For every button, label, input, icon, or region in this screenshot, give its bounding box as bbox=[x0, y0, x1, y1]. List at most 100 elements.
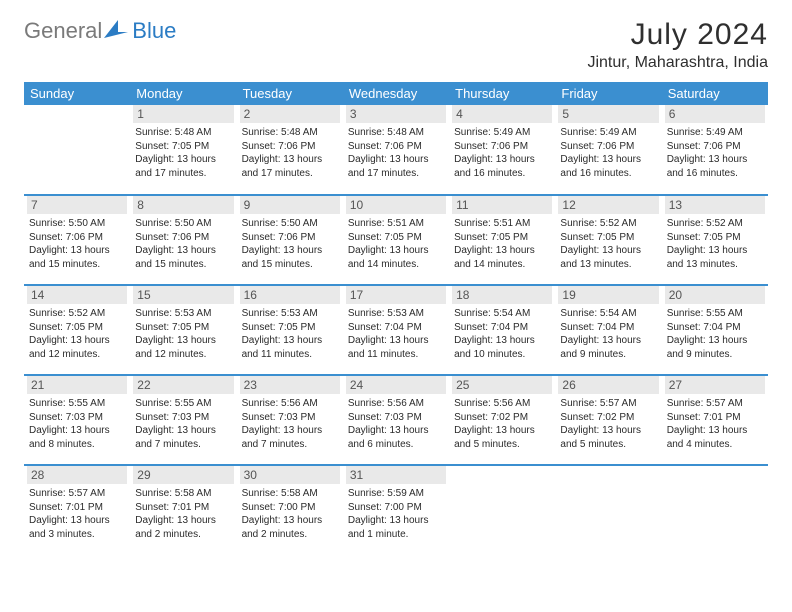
calendar-day-cell: 17 Sunrise: 5:53 AMSunset: 7:04 PMDayligh… bbox=[343, 285, 449, 375]
calendar-table: SundayMondayTuesdayWednesdayThursdayFrid… bbox=[24, 82, 768, 555]
calendar-day-cell: 19 Sunrise: 5:54 AMSunset: 7:04 PMDayligh… bbox=[555, 285, 661, 375]
calendar-day-cell: 13 Sunrise: 5:52 AMSunset: 7:05 PMDayligh… bbox=[662, 195, 768, 285]
day-number: 22 bbox=[133, 376, 233, 394]
calendar-day-cell: 28 Sunrise: 5:57 AMSunset: 7:01 PMDayligh… bbox=[24, 465, 130, 555]
day-number: 29 bbox=[133, 466, 233, 484]
day-number: 27 bbox=[665, 376, 765, 394]
calendar-week: 14 Sunrise: 5:52 AMSunset: 7:05 PMDayligh… bbox=[24, 285, 768, 375]
calendar-day-cell: 20Sunrise: 5:55 AMSunset: 7:04 PMDayligh… bbox=[662, 285, 768, 375]
location: Jintur, Maharashtra, India bbox=[587, 54, 768, 72]
day-info: Sunrise: 5:58 AMSunset: 7:01 PMDaylight:… bbox=[133, 487, 233, 541]
day-number: 31 bbox=[346, 466, 446, 484]
day-info: Sunrise: 5:51 AMSunset: 7:05 PMDaylight:… bbox=[452, 217, 552, 271]
calendar-day-cell: 14 Sunrise: 5:52 AMSunset: 7:05 PMDayligh… bbox=[24, 285, 130, 375]
calendar-day-cell: 3Sunrise: 5:48 AMSunset: 7:06 PMDaylight… bbox=[343, 105, 449, 195]
day-number: 16 bbox=[240, 286, 340, 304]
calendar-day-cell: 16 Sunrise: 5:53 AMSunset: 7:05 PMDayligh… bbox=[237, 285, 343, 375]
day-info: Sunrise: 5:57 AMSunset: 7:02 PMDaylight:… bbox=[558, 397, 658, 451]
day-number: 8 bbox=[133, 196, 233, 214]
calendar-day-cell: 29 Sunrise: 5:58 AMSunset: 7:01 PMDayligh… bbox=[130, 465, 236, 555]
calendar-day-cell: 30 Sunrise: 5:58 AMSunset: 7:00 PMDayligh… bbox=[237, 465, 343, 555]
day-number: 17 bbox=[346, 286, 446, 304]
calendar-day-cell: 4 Sunrise: 5:49 AMSunset: 7:06 PMDaylight… bbox=[449, 105, 555, 195]
day-info: Sunrise: 5:56 AMSunset: 7:03 PMDaylight:… bbox=[346, 397, 446, 451]
calendar-day-cell: 31 Sunrise: 5:59 AMSunset: 7:00 PMDayligh… bbox=[343, 465, 449, 555]
month-title: July 2024 bbox=[587, 18, 768, 52]
day-header: Tuesday bbox=[237, 82, 343, 105]
day-info: Sunrise: 5:48 AMSunset: 7:05 PMDaylight:… bbox=[133, 126, 233, 180]
day-info: Sunrise: 5:55 AMSunset: 7:04 PMDaylight:… bbox=[665, 307, 765, 361]
day-info: Sunrise: 5:50 AMSunset: 7:06 PMDaylight:… bbox=[27, 217, 127, 271]
day-header: Saturday bbox=[662, 82, 768, 105]
day-number: 4 bbox=[452, 105, 552, 123]
day-info: Sunrise: 5:52 AMSunset: 7:05 PMDaylight:… bbox=[665, 217, 765, 271]
day-info: Sunrise: 5:56 AMSunset: 7:03 PMDaylight:… bbox=[240, 397, 340, 451]
day-info: Sunrise: 5:54 AMSunset: 7:04 PMDaylight:… bbox=[558, 307, 658, 361]
calendar-day-cell bbox=[24, 105, 130, 195]
calendar-day-cell: 24Sunrise: 5:56 AMSunset: 7:03 PMDayligh… bbox=[343, 375, 449, 465]
day-info: Sunrise: 5:50 AMSunset: 7:06 PMDaylight:… bbox=[240, 217, 340, 271]
day-number: 3 bbox=[346, 105, 446, 123]
day-info: Sunrise: 5:52 AMSunset: 7:05 PMDaylight:… bbox=[558, 217, 658, 271]
calendar-body: 1 Sunrise: 5:48 AMSunset: 7:05 PMDaylight… bbox=[24, 105, 768, 555]
day-info: Sunrise: 5:48 AMSunset: 7:06 PMDaylight:… bbox=[240, 126, 340, 180]
day-number: 9 bbox=[240, 196, 340, 214]
day-number: 14 bbox=[27, 286, 127, 304]
day-number: 12 bbox=[558, 196, 658, 214]
calendar-day-cell: 26Sunrise: 5:57 AMSunset: 7:02 PMDayligh… bbox=[555, 375, 661, 465]
calendar-day-cell: 8 Sunrise: 5:50 AMSunset: 7:06 PMDaylight… bbox=[130, 195, 236, 285]
day-number: 25 bbox=[452, 376, 552, 394]
calendar-header-row: SundayMondayTuesdayWednesdayThursdayFrid… bbox=[24, 82, 768, 105]
day-number: 21 bbox=[27, 376, 127, 394]
calendar-day-cell: 27 Sunrise: 5:57 AMSunset: 7:01 PMDayligh… bbox=[662, 375, 768, 465]
day-number: 6 bbox=[665, 105, 765, 123]
day-info: Sunrise: 5:59 AMSunset: 7:00 PMDaylight:… bbox=[346, 487, 446, 541]
day-header: Wednesday bbox=[343, 82, 449, 105]
day-info: Sunrise: 5:49 AMSunset: 7:06 PMDaylight:… bbox=[558, 126, 658, 180]
day-info: Sunrise: 5:50 AMSunset: 7:06 PMDaylight:… bbox=[133, 217, 233, 271]
day-info: Sunrise: 5:49 AMSunset: 7:06 PMDaylight:… bbox=[452, 126, 552, 180]
calendar-day-cell: 2 Sunrise: 5:48 AMSunset: 7:06 PMDaylight… bbox=[237, 105, 343, 195]
day-number: 23 bbox=[240, 376, 340, 394]
calendar-week: 21 Sunrise: 5:55 AMSunset: 7:03 PMDayligh… bbox=[24, 375, 768, 465]
day-info: Sunrise: 5:53 AMSunset: 7:04 PMDaylight:… bbox=[346, 307, 446, 361]
day-number: 11 bbox=[452, 196, 552, 214]
calendar-day-cell: 9 Sunrise: 5:50 AMSunset: 7:06 PMDaylight… bbox=[237, 195, 343, 285]
day-number: 2 bbox=[240, 105, 340, 123]
calendar-day-cell: 18 Sunrise: 5:54 AMSunset: 7:04 PMDayligh… bbox=[449, 285, 555, 375]
day-number: 19 bbox=[558, 286, 658, 304]
calendar-day-cell: 12 Sunrise: 5:52 AMSunset: 7:05 PMDayligh… bbox=[555, 195, 661, 285]
header-right: July 2024 Jintur, Maharashtra, India bbox=[587, 18, 768, 72]
day-info: Sunrise: 5:53 AMSunset: 7:05 PMDaylight:… bbox=[240, 307, 340, 361]
calendar-day-cell: 6Sunrise: 5:49 AMSunset: 7:06 PMDaylight… bbox=[662, 105, 768, 195]
day-number: 1 bbox=[133, 105, 233, 123]
day-number: 28 bbox=[27, 466, 127, 484]
calendar-day-cell bbox=[449, 465, 555, 555]
calendar-day-cell bbox=[555, 465, 661, 555]
calendar-day-cell: 23 Sunrise: 5:56 AMSunset: 7:03 PMDayligh… bbox=[237, 375, 343, 465]
day-info: Sunrise: 5:52 AMSunset: 7:05 PMDaylight:… bbox=[27, 307, 127, 361]
day-header: Friday bbox=[555, 82, 661, 105]
calendar-day-cell: 11 Sunrise: 5:51 AMSunset: 7:05 PMDayligh… bbox=[449, 195, 555, 285]
calendar-day-cell bbox=[662, 465, 768, 555]
day-info: Sunrise: 5:57 AMSunset: 7:01 PMDaylight:… bbox=[27, 487, 127, 541]
calendar-week: 7 Sunrise: 5:50 AMSunset: 7:06 PMDaylight… bbox=[24, 195, 768, 285]
calendar-day-cell: 1 Sunrise: 5:48 AMSunset: 7:05 PMDaylight… bbox=[130, 105, 236, 195]
logo-text-gray: General bbox=[24, 18, 102, 44]
header: General Blue July 2024 Jintur, Maharasht… bbox=[24, 18, 768, 72]
day-info: Sunrise: 5:58 AMSunset: 7:00 PMDaylight:… bbox=[240, 487, 340, 541]
day-number: 18 bbox=[452, 286, 552, 304]
calendar-day-cell: 15Sunrise: 5:53 AMSunset: 7:05 PMDayligh… bbox=[130, 285, 236, 375]
calendar-day-cell: 22Sunrise: 5:55 AMSunset: 7:03 PMDayligh… bbox=[130, 375, 236, 465]
logo-icon bbox=[104, 18, 128, 44]
day-number: 7 bbox=[27, 196, 127, 214]
day-number: 30 bbox=[240, 466, 340, 484]
day-info: Sunrise: 5:57 AMSunset: 7:01 PMDaylight:… bbox=[665, 397, 765, 451]
day-number: 10 bbox=[346, 196, 446, 214]
day-number: 13 bbox=[665, 196, 765, 214]
day-info: Sunrise: 5:54 AMSunset: 7:04 PMDaylight:… bbox=[452, 307, 552, 361]
day-info: Sunrise: 5:53 AMSunset: 7:05 PMDaylight:… bbox=[133, 307, 233, 361]
day-header: Sunday bbox=[24, 82, 130, 105]
calendar-day-cell: 21 Sunrise: 5:55 AMSunset: 7:03 PMDayligh… bbox=[24, 375, 130, 465]
day-info: Sunrise: 5:55 AMSunset: 7:03 PMDaylight:… bbox=[27, 397, 127, 451]
